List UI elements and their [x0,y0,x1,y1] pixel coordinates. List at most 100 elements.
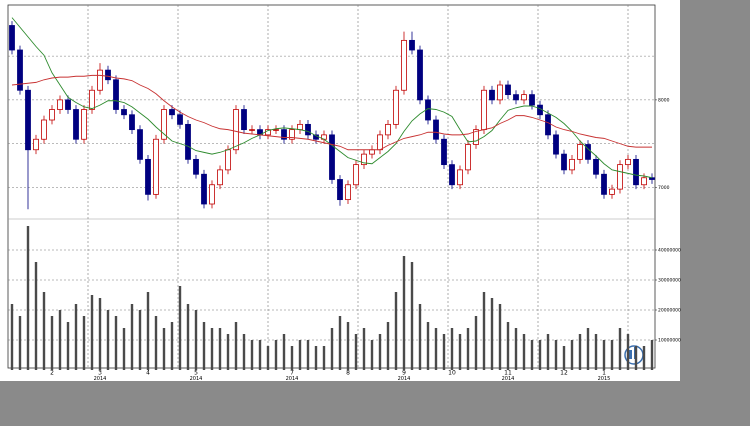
volume-bar [298,340,302,370]
volume-bar [474,316,478,370]
volume-bar [482,292,486,370]
volume-bar [322,346,326,370]
candle-body [457,169,463,186]
x-year-label: 2014 [94,376,107,382]
x-tick-label: 8 [346,370,350,377]
candle-body [585,144,591,160]
volume-bar [82,316,86,370]
volume-bar [122,328,126,370]
candle-body [337,179,343,201]
candle-body [353,164,359,186]
volume-bar [650,340,654,370]
x-tick-label: 9 [402,370,406,377]
candle-body [417,49,423,101]
x-tick-label: 5 [194,370,198,377]
volume-bar [570,340,574,370]
volume-bar [106,310,110,370]
x-year-label: 2015 [598,376,611,382]
volume-bar [546,334,550,370]
volume-bar [362,328,366,370]
candle-body [281,129,287,140]
volume-bar [186,304,190,370]
logo-bar [629,350,632,359]
candle-body [345,184,351,201]
volume-bar [410,262,414,370]
volume-bar [338,316,342,370]
y-tick-label: 40000000 [658,248,681,254]
candle-body [409,39,415,51]
candle-body [361,153,367,166]
candle-body [393,89,399,125]
x-year-label: 2014 [398,376,411,382]
volume-bar [210,328,214,370]
volume-bar [290,346,294,370]
candle-body [649,177,655,180]
volume-bar [626,334,630,370]
volume-bar [498,304,502,370]
volume-bar [162,328,166,370]
volume-bar [242,334,246,370]
candle-body [401,39,407,91]
candle-body [481,89,487,131]
candle-body [505,84,511,96]
candle-body [289,129,295,140]
candle-body [33,138,39,151]
x-year-label: 2014 [502,376,515,382]
volume-bar [194,310,198,370]
candle-body [449,164,455,186]
candle-body [529,94,535,106]
volume-bar [50,316,54,370]
x-tick-label: 1 [602,370,606,377]
volume-bar [418,304,422,370]
volume-bar [466,328,470,370]
candle-body [305,123,311,136]
candle-body [465,144,471,171]
volume-bar [522,334,526,370]
volume-bar [450,328,454,370]
candle-body [113,79,119,110]
volume-bar [266,346,270,370]
candle-body [89,89,95,110]
volume-bar [346,322,350,370]
y-tick-label: 7000 [658,185,670,191]
candle-body [137,129,143,160]
volume-bar [490,298,494,370]
volume-bar [146,292,150,370]
candle-body [369,149,375,155]
volume-bar [218,328,222,370]
candle-body [57,99,63,110]
moving-average-line [11,17,653,179]
candle-body [233,109,239,151]
candle-body [433,119,439,140]
volume-bar [586,328,590,370]
x-tick-label: 12 [560,370,568,377]
x-tick-label: 10 [448,370,456,377]
candle-body [241,109,247,131]
volume-bar [274,340,278,370]
candle-body [209,184,215,205]
volume-bar [562,346,566,370]
candle-body [17,49,23,91]
volume-bar [90,295,94,370]
candle-body [73,109,79,140]
y-tick-label: 20000000 [658,308,681,314]
volume-bar [282,334,286,370]
volume-bar [554,340,558,370]
candle-body [81,109,87,140]
candle-body [577,144,583,160]
candle-body [633,158,639,186]
x-tick-label: 3 [98,370,102,377]
x-year-label: 2014 [286,376,299,382]
volume-bar [42,292,46,370]
candle-body [609,188,615,195]
candle-body [217,169,223,186]
candle-body [25,89,31,151]
volume-bar [226,334,230,370]
volume-bar [66,322,70,370]
volume-bar [354,334,358,370]
volume-bar [202,322,206,370]
y-tick-label: 10000000 [658,338,681,344]
candle-body [145,158,151,195]
volume-bar [594,334,598,370]
